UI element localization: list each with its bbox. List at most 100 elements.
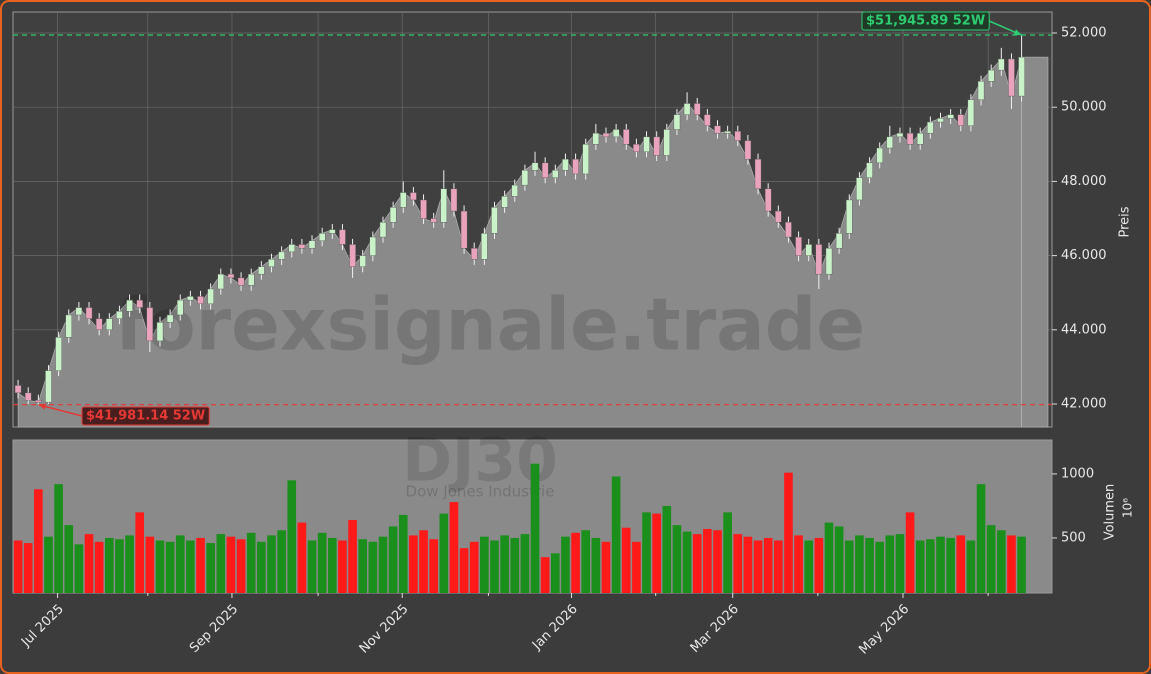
volume-bar	[530, 463, 540, 593]
volume-bar	[692, 534, 702, 593]
candle-body	[501, 196, 508, 208]
candle-body	[775, 210, 782, 223]
candle-body	[835, 233, 843, 249]
candle-body	[896, 132, 904, 138]
volume-bar	[378, 536, 388, 593]
volume-bar	[307, 540, 317, 593]
candle-body	[410, 192, 417, 201]
candle-body	[450, 188, 458, 212]
volume-bar	[794, 535, 803, 593]
candle-body	[693, 103, 701, 115]
volume-bar	[834, 526, 844, 593]
candle-body	[643, 136, 650, 152]
candle-body	[582, 144, 589, 175]
volume-bar	[490, 540, 499, 593]
volume-bar	[196, 537, 205, 593]
volume-bar	[713, 530, 722, 593]
volume-bar	[236, 539, 246, 593]
candle-body	[521, 170, 529, 186]
candle-body	[430, 218, 437, 223]
candle-body	[116, 311, 123, 319]
volume-bar	[672, 525, 682, 593]
volume-bar	[226, 536, 236, 593]
candle-body	[663, 129, 671, 156]
candle-body	[531, 162, 539, 171]
volume-bar	[439, 513, 449, 593]
volume-bar	[358, 539, 368, 593]
volume-bar	[611, 476, 621, 593]
volume-bar	[926, 539, 935, 593]
candle-body	[65, 314, 72, 338]
volume-bar	[540, 557, 550, 593]
volume-bar	[327, 537, 337, 593]
candle-body	[795, 236, 802, 256]
candle-body	[805, 244, 812, 256]
volume-bar	[621, 527, 631, 593]
y-tick-label: 52.000	[1061, 25, 1107, 40]
candle-body	[998, 58, 1005, 71]
volume-bar	[510, 537, 520, 593]
volume-bar	[125, 535, 134, 593]
volume-bar	[480, 536, 489, 593]
volume-bar	[875, 541, 884, 593]
candle-body	[308, 240, 316, 249]
candle-body	[977, 81, 985, 100]
candle-body	[207, 288, 214, 305]
volume-bar	[743, 536, 753, 593]
candle-body	[349, 244, 356, 267]
candle-body	[967, 99, 975, 126]
candle-body	[268, 259, 275, 267]
candle-body	[318, 233, 326, 241]
volume-bar	[277, 530, 286, 593]
candle-body	[602, 132, 610, 138]
y2-axis-label: Volumen	[1103, 484, 1118, 541]
candle-body	[460, 210, 468, 249]
candle-body	[136, 299, 143, 308]
volume-bar	[449, 502, 459, 593]
candle-body	[55, 337, 62, 371]
volume-bar	[216, 534, 226, 593]
volume-bar	[936, 536, 945, 593]
volume-bar	[682, 531, 692, 593]
candle-body	[673, 114, 681, 130]
volume-bar	[865, 537, 874, 593]
volume-bar	[1007, 535, 1016, 593]
volume-bar	[246, 532, 256, 593]
y-tick-label: 46.000	[1061, 248, 1107, 263]
area	[17, 56, 1049, 428]
candle-body	[106, 318, 113, 330]
area-extension	[1021, 56, 1049, 428]
candle-body	[653, 136, 660, 156]
volume-bar	[1017, 536, 1026, 593]
volume-bar	[104, 537, 114, 593]
candle-body	[258, 266, 265, 275]
volume-bar	[206, 543, 215, 593]
candle-body	[866, 162, 873, 178]
candle-body	[85, 307, 93, 319]
volume-bar	[885, 535, 895, 593]
candle-body	[379, 222, 387, 238]
candle-body	[825, 247, 833, 275]
candle-body	[491, 207, 498, 234]
volume-bar	[784, 472, 793, 593]
marks: $51,945.89 52W $41,981.14 52W	[13, 11, 1052, 593]
candle-body	[75, 307, 83, 316]
candle-body	[95, 318, 103, 330]
volume-bar	[287, 480, 297, 593]
volume-bar	[94, 541, 104, 593]
volume-bar	[561, 536, 570, 593]
volume-bar	[115, 539, 124, 593]
candle-body	[876, 147, 883, 164]
volume-bar	[763, 537, 773, 593]
y2-unit: 10⁶	[1121, 498, 1135, 518]
candle-body	[916, 132, 924, 145]
candle-body	[764, 188, 772, 212]
candle-body	[126, 299, 133, 312]
volume-bar	[753, 540, 763, 593]
candle-body	[329, 229, 336, 234]
volume-bar	[297, 522, 307, 593]
volume-bar	[317, 532, 327, 593]
volume-bar	[74, 544, 84, 593]
volume-bar	[571, 532, 580, 593]
